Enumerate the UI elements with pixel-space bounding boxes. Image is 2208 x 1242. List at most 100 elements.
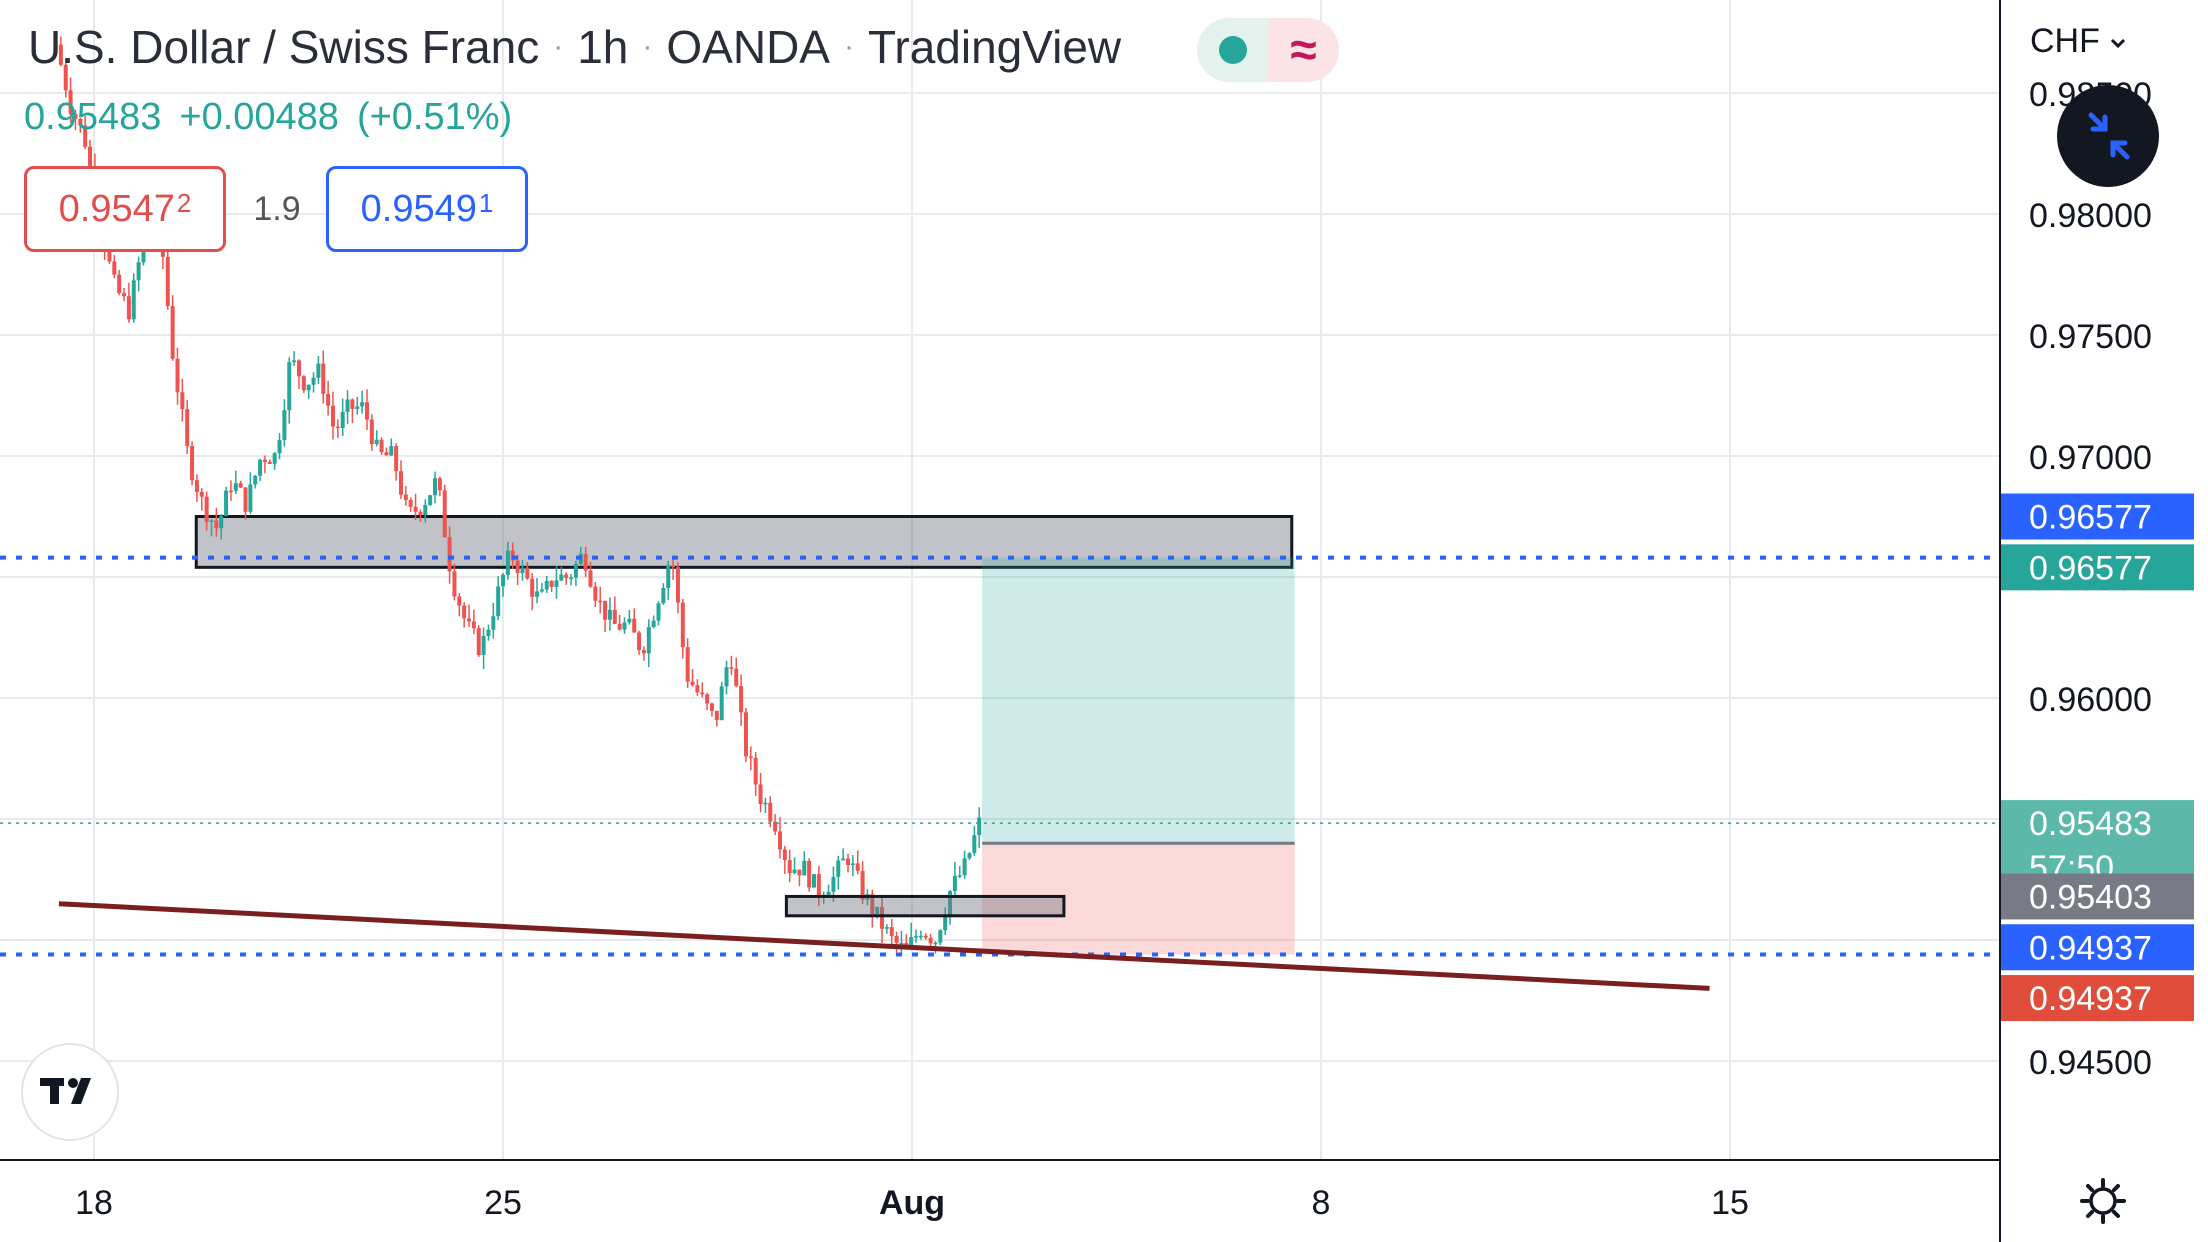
candle-body <box>972 835 977 854</box>
candle-body <box>612 609 617 624</box>
candle-body <box>418 511 423 516</box>
candle-body <box>277 440 282 454</box>
time-axis-label: Aug <box>879 1184 945 1222</box>
candle-body <box>340 411 345 429</box>
candle-body <box>952 875 957 892</box>
sell-button[interactable]: 0.9547 2 <box>24 166 226 252</box>
candle-body <box>233 483 238 491</box>
candle-body <box>83 125 88 147</box>
candle-body <box>515 560 520 574</box>
candle-body <box>330 405 335 427</box>
interval-label[interactable]: 1h <box>577 21 629 73</box>
candle-body <box>656 603 661 621</box>
wavy-approx-icon[interactable]: ≈ <box>1268 18 1339 82</box>
candle-body <box>122 293 127 297</box>
candle-body <box>909 937 914 948</box>
market-open-indicator[interactable] <box>1197 18 1268 82</box>
candle-body <box>763 802 768 805</box>
candle-body <box>471 621 476 629</box>
buy-button[interactable]: 0.9549 1 <box>326 166 528 252</box>
bid-price: 0.9547 <box>58 187 175 230</box>
bid-pip: 2 <box>176 187 192 218</box>
candle-body <box>433 478 438 496</box>
candle-body <box>136 262 141 281</box>
position-stop-zone[interactable] <box>982 843 1295 955</box>
market-status-pill[interactable]: ≈ <box>1197 18 1339 82</box>
price-badge-label: 0.95483 <box>2029 805 2152 843</box>
chart-drawings[interactable] <box>194 515 1295 955</box>
candle-body <box>797 869 802 876</box>
collapse-arrows-icon <box>2088 112 2130 160</box>
time-axis-label: 8 <box>1312 1184 1331 1222</box>
candle-body <box>773 821 778 832</box>
candle-body <box>73 113 78 119</box>
candle-body <box>199 492 204 497</box>
candle-body <box>63 64 68 91</box>
candle-body <box>253 475 258 485</box>
candle-body <box>948 891 953 916</box>
candle-body <box>228 490 233 493</box>
chart-overlays[interactable] <box>0 555 2000 991</box>
candle-body <box>831 876 836 892</box>
candle-body <box>360 402 365 407</box>
position-profit-zone[interactable] <box>982 557 1295 844</box>
candle-body <box>675 567 680 603</box>
candle-body <box>884 927 889 929</box>
candle-body <box>457 596 462 606</box>
candle-body <box>641 650 646 654</box>
candle-body <box>296 360 301 377</box>
candle-body <box>826 891 831 896</box>
candle-body <box>583 553 588 571</box>
settings-button[interactable] <box>2078 1176 2128 1226</box>
price-summary: 0.95483 +0.00488 (+0.51%) <box>24 96 512 139</box>
candle-body <box>564 574 569 578</box>
candle-body <box>637 632 642 651</box>
currency-selector[interactable]: CHF <box>2030 22 2127 61</box>
demand-zone-rectangle[interactable] <box>784 894 1066 918</box>
candle-body <box>967 853 972 859</box>
candle-body <box>593 586 598 601</box>
candle-body <box>695 685 700 693</box>
candle-body <box>311 377 316 385</box>
candle-body <box>816 874 821 897</box>
time-axis-label: 25 <box>484 1184 522 1222</box>
symbol-header[interactable]: U.S. Dollar / Swiss Franc · 1h · OANDA ·… <box>28 20 1121 74</box>
candle-body <box>467 618 472 622</box>
candle-body <box>739 685 744 713</box>
candle-body <box>462 605 467 619</box>
price-badge <box>2001 493 2194 540</box>
candle-body <box>185 409 190 447</box>
candle-body <box>549 580 554 587</box>
price-axis-label: 0.96000 <box>2029 681 2152 719</box>
candle-body <box>321 363 326 394</box>
candles <box>58 36 982 955</box>
candle-body <box>374 439 379 445</box>
candle-body <box>364 402 369 420</box>
candle-body <box>651 620 656 627</box>
candle-body <box>598 600 603 603</box>
collapse-button[interactable] <box>2057 85 2159 187</box>
candle-body <box>544 580 549 590</box>
candle-body <box>690 681 695 686</box>
candle-body <box>88 146 93 168</box>
candle-body <box>569 577 574 580</box>
candle-body <box>957 875 962 877</box>
trendline[interactable] <box>58 901 1710 991</box>
candle-body <box>175 358 180 393</box>
tradingview-logo[interactable] <box>21 1043 119 1141</box>
candle-body <box>743 712 748 757</box>
candle-body <box>204 496 209 522</box>
price-axis-label: 0.94500 <box>2029 1044 2152 1082</box>
candle-body <box>758 784 763 804</box>
candle-body <box>403 494 408 500</box>
candle-body <box>272 453 277 464</box>
candle-body <box>846 858 851 866</box>
symbol-name[interactable]: U.S. Dollar / Swiss Franc <box>28 21 540 73</box>
candle-body <box>306 384 311 391</box>
candle-body <box>369 419 374 445</box>
candle-body <box>413 506 418 512</box>
candle-body <box>180 392 185 410</box>
candle-body <box>219 516 224 529</box>
header-separator: · <box>553 30 564 63</box>
